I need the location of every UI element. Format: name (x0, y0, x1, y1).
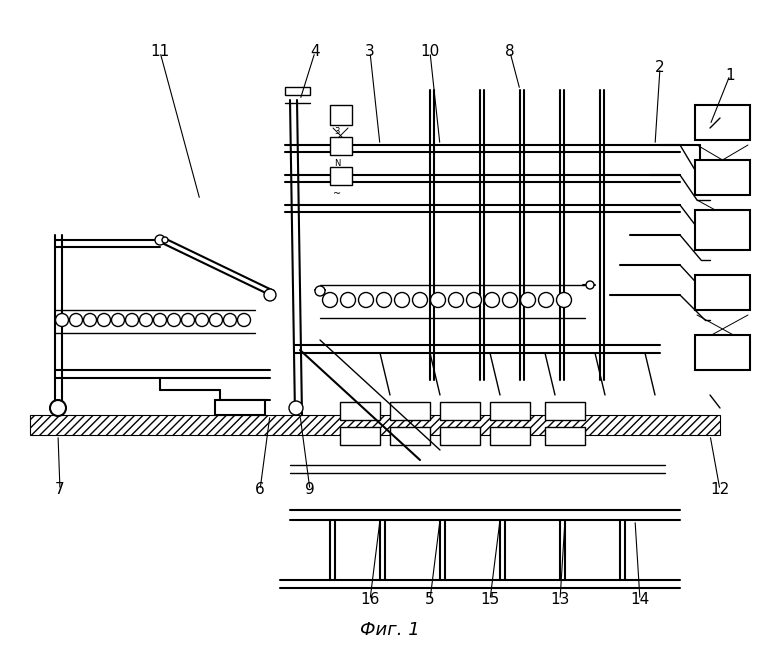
Circle shape (154, 314, 166, 327)
Circle shape (377, 293, 392, 308)
Circle shape (112, 314, 125, 327)
Circle shape (466, 293, 481, 308)
Circle shape (69, 314, 83, 327)
Bar (545, 427, 585, 445)
Circle shape (168, 314, 180, 327)
Text: 11: 11 (151, 45, 169, 60)
Circle shape (538, 293, 554, 308)
Circle shape (502, 293, 517, 308)
Circle shape (586, 281, 594, 289)
Circle shape (50, 400, 66, 416)
Circle shape (520, 293, 536, 308)
Circle shape (315, 286, 325, 296)
Bar (440, 427, 480, 445)
Bar (695, 210, 750, 250)
Circle shape (341, 293, 356, 308)
Circle shape (140, 314, 153, 327)
Text: 12: 12 (711, 483, 729, 497)
Text: ~: ~ (333, 189, 341, 199)
Bar (340, 427, 380, 445)
Circle shape (182, 314, 194, 327)
Bar (695, 105, 750, 140)
Bar (330, 137, 352, 155)
Text: Фиг. 1: Фиг. 1 (360, 621, 420, 639)
Circle shape (359, 293, 374, 308)
Bar (330, 105, 352, 125)
Circle shape (413, 293, 427, 308)
Bar (695, 275, 750, 310)
Text: 7: 7 (55, 483, 65, 497)
Bar (545, 402, 585, 420)
Circle shape (155, 235, 165, 245)
Circle shape (55, 314, 69, 327)
Circle shape (395, 293, 410, 308)
Bar (390, 402, 430, 420)
Text: 3: 3 (365, 45, 375, 60)
Text: 1: 1 (725, 68, 735, 83)
Bar (330, 167, 352, 185)
Bar (30, 415, 720, 435)
Text: 16: 16 (360, 592, 380, 607)
Circle shape (431, 293, 445, 308)
Circle shape (126, 314, 139, 327)
Bar (340, 402, 380, 420)
Circle shape (264, 289, 276, 301)
Text: 4: 4 (310, 45, 320, 60)
Text: 13: 13 (551, 592, 569, 607)
Circle shape (237, 314, 250, 327)
Circle shape (289, 401, 303, 415)
Bar (695, 335, 750, 370)
Circle shape (83, 314, 97, 327)
Circle shape (224, 314, 236, 327)
Text: 9: 9 (305, 483, 315, 497)
Text: N: N (334, 159, 340, 167)
Bar (285, 87, 310, 95)
Circle shape (196, 314, 208, 327)
Circle shape (484, 293, 499, 308)
Circle shape (162, 237, 168, 243)
Text: 15: 15 (480, 592, 500, 607)
Text: 2: 2 (655, 60, 665, 75)
Circle shape (448, 293, 463, 308)
Bar (695, 160, 750, 195)
Bar (490, 402, 530, 420)
Circle shape (556, 293, 572, 308)
Bar (490, 427, 530, 445)
Circle shape (210, 314, 222, 327)
Bar (215, 400, 265, 415)
Text: 6: 6 (255, 483, 265, 497)
Circle shape (322, 293, 338, 308)
Bar (440, 402, 480, 420)
Bar (390, 427, 430, 445)
Text: 3: 3 (335, 127, 339, 136)
Text: 14: 14 (630, 592, 650, 607)
Text: 8: 8 (505, 45, 515, 60)
Text: 5: 5 (425, 592, 434, 607)
Circle shape (98, 314, 111, 327)
Text: 10: 10 (420, 45, 440, 60)
